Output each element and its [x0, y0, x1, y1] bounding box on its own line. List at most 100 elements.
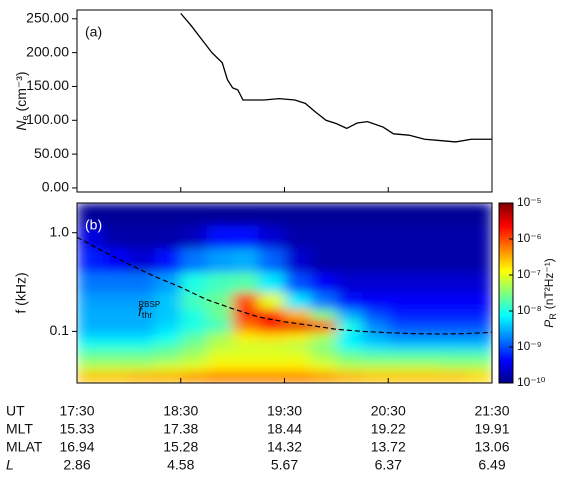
colorbar-step	[499, 381, 513, 384]
y-tick-label: 200.00	[26, 43, 69, 59]
heatmap-cell	[180, 340, 208, 351]
row-value: 13.72	[371, 439, 406, 455]
heatmap-cell	[154, 370, 182, 383]
colorbar-step	[499, 233, 513, 236]
heatmap-cell	[440, 320, 467, 332]
row-value: 15.33	[59, 421, 94, 437]
heatmap-cell	[388, 331, 415, 342]
colorbar-step	[499, 331, 513, 334]
heatmap-cell	[128, 331, 156, 342]
colorbar-step	[499, 345, 513, 348]
heatmap-cell	[232, 320, 260, 332]
row-label: UT	[6, 403, 25, 419]
heatmap-cell	[362, 247, 389, 273]
colorbar-step	[499, 227, 513, 230]
row-label: MLT	[6, 421, 33, 437]
heatmap-cell	[336, 331, 363, 342]
colorbar-step	[499, 307, 513, 310]
y-tick-label: 0.1	[50, 322, 70, 338]
heatmap-cell	[440, 370, 467, 383]
x-tick-label: 18:30	[163, 403, 198, 419]
heatmap-cell	[310, 361, 337, 372]
colorbar-step	[499, 355, 513, 358]
heatmap-cell	[232, 349, 260, 362]
heatmap-cell	[258, 340, 285, 351]
heatmap-cell	[336, 320, 363, 332]
colorbar-step	[499, 253, 513, 256]
heatmap-cell	[414, 331, 441, 342]
heatmap-cell	[284, 247, 311, 273]
heatmap-cell	[128, 361, 156, 372]
heatmap-cell	[180, 331, 208, 342]
heatmap-cell	[388, 292, 415, 310]
colorbar-step	[499, 257, 513, 260]
heatmap-cell	[388, 271, 415, 293]
heatmap-cell	[440, 361, 467, 372]
colorbar-step	[499, 311, 513, 314]
colorbar-step	[499, 241, 513, 244]
y-tick-label: 50.00	[34, 145, 69, 161]
threshold-line	[76, 236, 493, 335]
heatmap-cell	[440, 308, 467, 321]
x-tick-label: 21:30	[474, 403, 509, 419]
heatmap-cell	[284, 349, 311, 362]
heatmap-cell	[310, 292, 337, 310]
heatmap-cell	[362, 320, 389, 332]
colorbar-step	[499, 347, 513, 350]
heatmap-cell	[440, 247, 467, 273]
colorbar-step	[499, 365, 513, 368]
row-label: MLAT	[6, 439, 43, 455]
heatmap-cell	[284, 340, 311, 351]
heatmap-cell	[258, 331, 285, 342]
heatmap-cell	[388, 320, 415, 332]
heatmap-cell	[77, 340, 104, 351]
colorbar-step	[499, 287, 513, 290]
colorbar-step	[499, 339, 513, 342]
colorbar-step	[499, 325, 513, 328]
heatmap-cell	[310, 331, 337, 342]
colorbar-step	[499, 283, 513, 286]
colorbar-tick-label: 10⁻⁹	[517, 339, 542, 353]
heatmap-cell	[336, 370, 363, 383]
y-axis-label: Ne (cm⁻³)	[13, 71, 31, 130]
row-value: 16.94	[59, 439, 94, 455]
colorbar-step	[499, 333, 513, 336]
heatmap-cell	[284, 331, 311, 342]
colorbar-step	[499, 245, 513, 248]
colorbar-step	[499, 329, 513, 332]
heatmap-cell	[102, 224, 130, 249]
heatmap-cell	[388, 349, 415, 362]
heatmap-cell	[466, 308, 492, 321]
heatmap-cell	[102, 271, 130, 293]
heatmap-cell	[310, 224, 337, 249]
heatmap-cell	[154, 292, 182, 310]
colorbar-step	[499, 247, 513, 250]
heatmap-cell	[154, 308, 182, 321]
heatmap-cell	[232, 308, 260, 321]
colorbar-step	[499, 211, 513, 214]
heatmap-cell	[362, 308, 389, 321]
colorbar-step	[499, 319, 513, 322]
y-axis-label: f (kHz)	[13, 272, 29, 313]
heatmap-cell	[388, 361, 415, 372]
row-value: 6.49	[478, 457, 505, 473]
heatmap-cell	[206, 224, 234, 249]
y-tick-label: 100.00	[26, 111, 69, 127]
heatmap-cell	[206, 308, 234, 321]
heatmap-cell	[102, 331, 130, 342]
heatmap-cell	[206, 331, 234, 342]
colorbar-step	[499, 371, 513, 374]
heatmap-cell	[466, 224, 492, 249]
colorbar-step	[499, 373, 513, 376]
colorbar-step	[499, 291, 513, 294]
heatmap-cell	[284, 224, 311, 249]
series-label-symbol: f	[138, 303, 144, 319]
colorbar-step	[499, 317, 513, 320]
heatmap-cell	[154, 361, 182, 372]
heatmap-cell	[284, 271, 311, 293]
colorbar-step	[499, 315, 513, 318]
colorbar-step	[499, 289, 513, 292]
heatmap-cell	[258, 361, 285, 372]
heatmap-cell	[362, 370, 389, 383]
y-axis-label-subscript: e	[20, 115, 30, 120]
